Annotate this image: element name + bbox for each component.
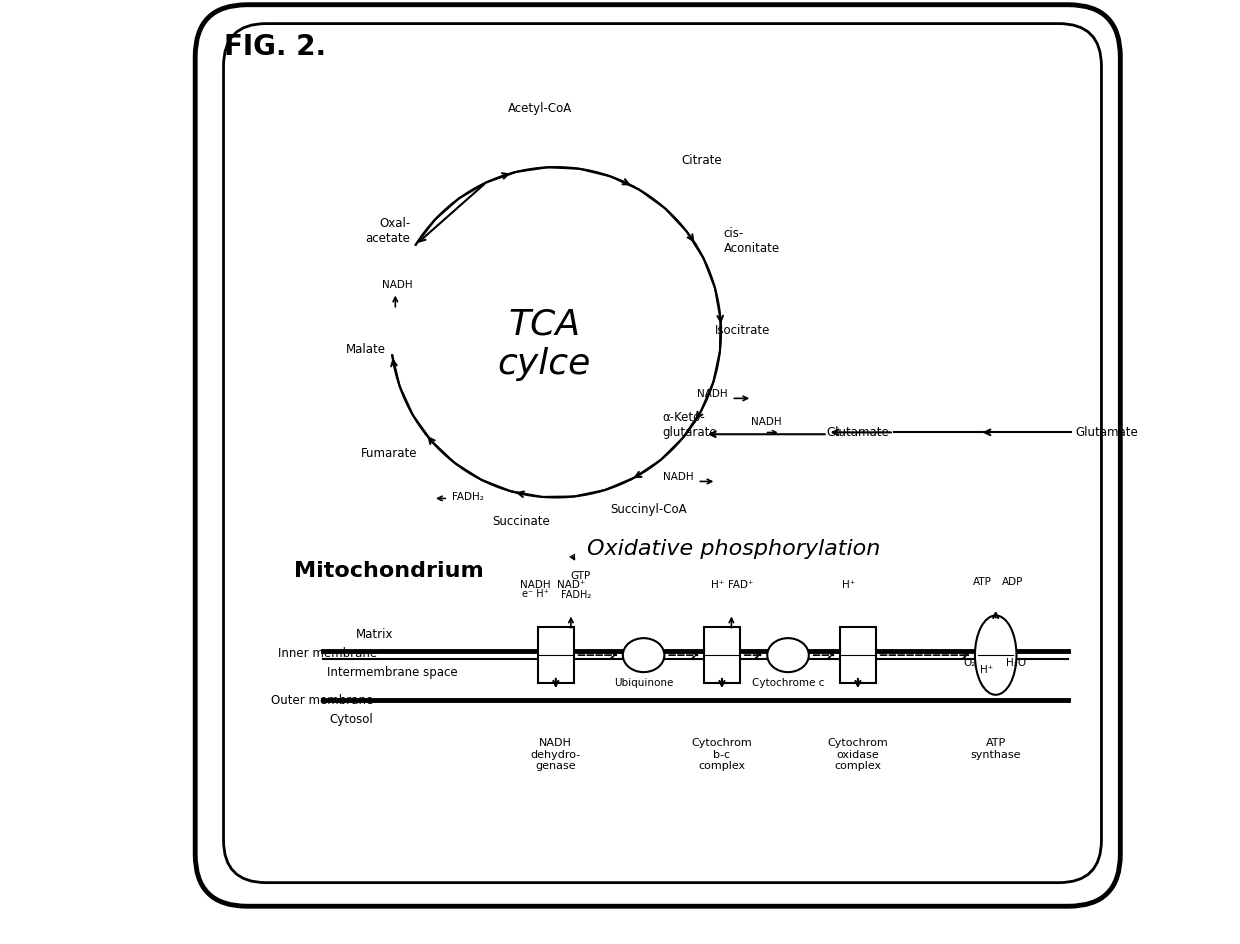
Text: Cytochrom
oxidase
complex: Cytochrom oxidase complex — [827, 738, 888, 771]
Text: Isocitrate: Isocitrate — [714, 324, 770, 337]
Text: NADH: NADH — [663, 472, 693, 481]
Text: Glutamate: Glutamate — [827, 426, 889, 439]
Text: α-Keto-
glutarate: α-Keto- glutarate — [662, 411, 717, 439]
Text: Matrix: Matrix — [356, 628, 393, 641]
Text: Citrate: Citrate — [681, 154, 722, 167]
Text: H₂O: H₂O — [1007, 658, 1027, 667]
Text: FAD⁺: FAD⁺ — [728, 580, 754, 590]
Text: FADH₂: FADH₂ — [562, 590, 591, 600]
Text: GTP: GTP — [570, 571, 590, 581]
Text: Succinyl-CoA: Succinyl-CoA — [610, 503, 687, 516]
Text: TCA
cylce: TCA cylce — [497, 308, 591, 381]
Text: FADH₂: FADH₂ — [451, 492, 484, 501]
Ellipse shape — [975, 615, 1017, 695]
Text: Intermembrane space: Intermembrane space — [327, 666, 458, 679]
Text: NADH: NADH — [751, 416, 781, 427]
Text: Outer membrane: Outer membrane — [270, 694, 373, 707]
Text: H⁺: H⁺ — [980, 666, 993, 675]
Text: ATP: ATP — [973, 577, 992, 587]
Text: NADH
dehydro-
genase: NADH dehydro- genase — [531, 738, 580, 771]
Text: Malate: Malate — [346, 343, 386, 356]
Text: Acetyl-CoA: Acetyl-CoA — [507, 102, 572, 115]
Text: Fumarate: Fumarate — [361, 447, 417, 460]
Text: Inner membrane: Inner membrane — [278, 647, 377, 660]
Text: Ubiquinone: Ubiquinone — [614, 678, 673, 688]
Text: O₂: O₂ — [963, 658, 976, 667]
Text: Cytochrom
b-c
complex: Cytochrom b-c complex — [692, 738, 753, 771]
Text: cis-
Aconitate: cis- Aconitate — [724, 227, 780, 255]
Text: NAD⁺: NAD⁺ — [557, 580, 585, 590]
Text: Oxidative phosphorylation: Oxidative phosphorylation — [587, 539, 880, 560]
Text: Cytochrome c: Cytochrome c — [751, 678, 825, 688]
Text: Oxal-
acetate: Oxal- acetate — [366, 217, 410, 245]
Bar — [538, 627, 574, 683]
Ellipse shape — [622, 638, 665, 672]
Text: NADH: NADH — [382, 280, 413, 290]
Text: ATP
synthase: ATP synthase — [971, 738, 1021, 760]
Text: H⁺: H⁺ — [842, 580, 856, 590]
Bar — [704, 627, 740, 683]
Text: e⁻ H⁺: e⁻ H⁺ — [522, 589, 548, 599]
Text: FIG. 2.: FIG. 2. — [223, 33, 326, 61]
Text: Cytosol: Cytosol — [330, 713, 373, 726]
Text: NADH: NADH — [520, 580, 551, 590]
Text: Mitochondrium: Mitochondrium — [294, 561, 484, 582]
Ellipse shape — [768, 638, 808, 672]
Text: H⁺: H⁺ — [711, 580, 724, 590]
Text: Succinate: Succinate — [492, 514, 549, 528]
Text: ADP: ADP — [1002, 577, 1023, 587]
Bar — [839, 627, 875, 683]
Text: Glutamate: Glutamate — [1075, 426, 1138, 439]
Text: NADH: NADH — [697, 389, 728, 398]
